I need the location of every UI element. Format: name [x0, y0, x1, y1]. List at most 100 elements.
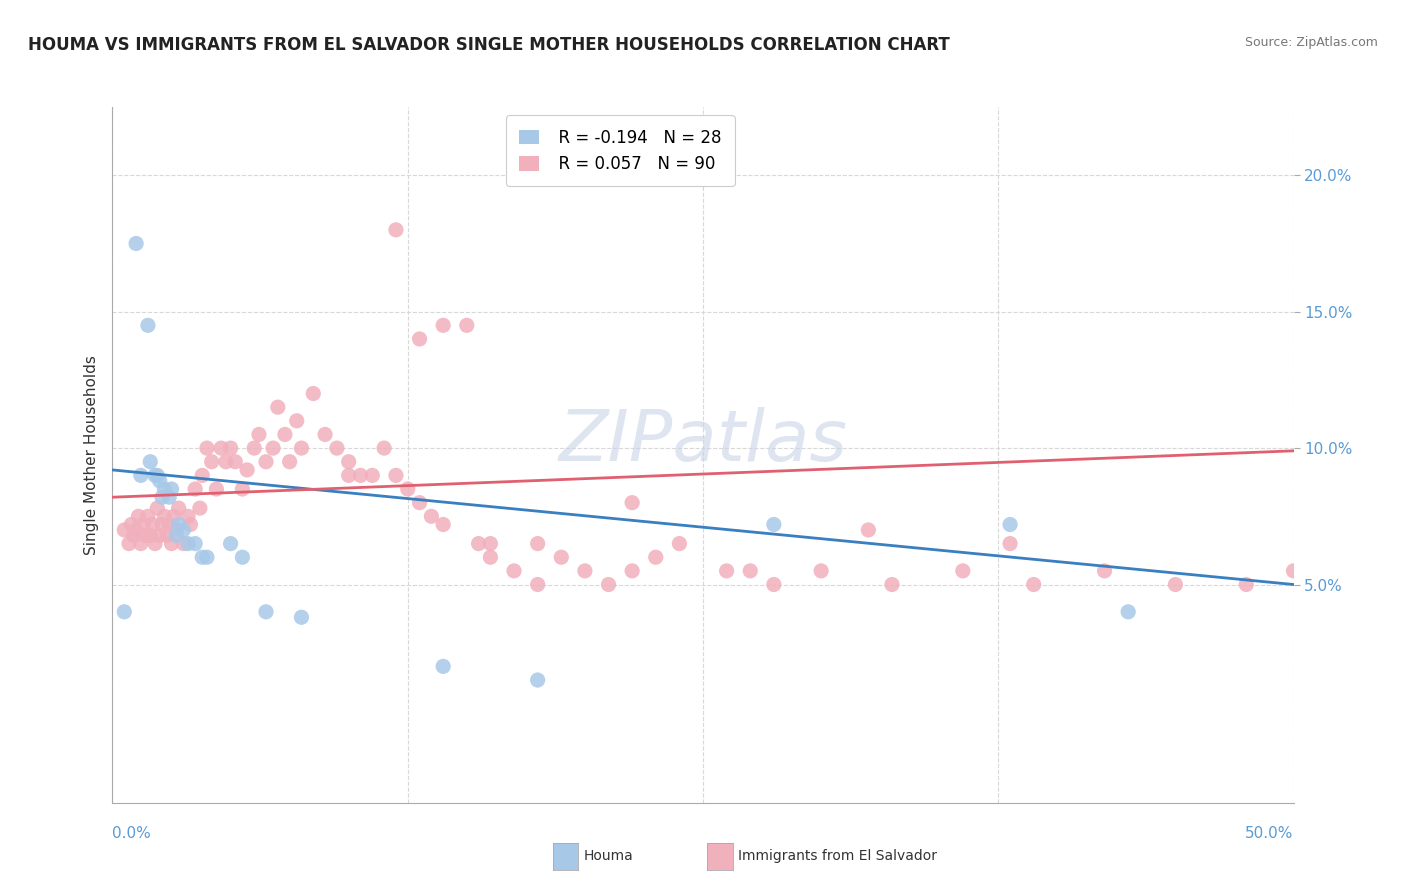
- Point: [184, 482, 207, 496]
- Point: [621, 496, 644, 510]
- Point: [231, 550, 253, 565]
- Point: [157, 490, 180, 504]
- Point: [143, 468, 166, 483]
- Point: [550, 550, 572, 565]
- Point: [120, 517, 142, 532]
- Point: [219, 536, 242, 550]
- Point: [231, 482, 253, 496]
- Legend:   R = -0.194   N = 28,   R = 0.057   N = 90: R = -0.194 N = 28, R = 0.057 N = 90: [506, 115, 734, 186]
- Point: [167, 517, 190, 532]
- Point: [762, 517, 785, 532]
- Point: [163, 509, 186, 524]
- Point: [526, 673, 548, 687]
- Point: [149, 474, 172, 488]
- Point: [740, 564, 762, 578]
- Point: [467, 536, 489, 550]
- Text: HOUMA VS IMMIGRANTS FROM EL SALVADOR SINGLE MOTHER HOUSEHOLDS CORRELATION CHART: HOUMA VS IMMIGRANTS FROM EL SALVADOR SIN…: [28, 36, 950, 54]
- Point: [1282, 564, 1305, 578]
- Point: [1094, 564, 1116, 578]
- Point: [112, 523, 135, 537]
- Point: [129, 536, 152, 550]
- Point: [349, 468, 371, 483]
- Point: [142, 517, 165, 532]
- Text: Houma: Houma: [583, 849, 633, 863]
- Point: [135, 528, 157, 542]
- Point: [139, 528, 162, 542]
- Point: [149, 528, 172, 542]
- Point: [278, 455, 301, 469]
- Text: Immigrants from El Salvador: Immigrants from El Salvador: [738, 849, 938, 863]
- Point: [125, 523, 148, 537]
- Point: [998, 536, 1021, 550]
- Point: [998, 517, 1021, 532]
- Y-axis label: Single Mother Households: Single Mother Households: [83, 355, 98, 555]
- Point: [247, 427, 270, 442]
- Point: [290, 610, 312, 624]
- Point: [254, 455, 277, 469]
- Text: 50.0%: 50.0%: [1246, 827, 1294, 841]
- Point: [195, 441, 218, 455]
- Point: [668, 536, 690, 550]
- Point: [153, 509, 176, 524]
- Point: [215, 455, 238, 469]
- Point: [127, 509, 149, 524]
- Text: 0.0%: 0.0%: [112, 827, 152, 841]
- Text: Source: ZipAtlas.com: Source: ZipAtlas.com: [1244, 36, 1378, 49]
- Point: [165, 523, 187, 537]
- Point: [385, 223, 408, 237]
- Point: [177, 536, 200, 550]
- Point: [129, 468, 152, 483]
- Point: [408, 332, 430, 346]
- Point: [184, 536, 207, 550]
- Point: [177, 509, 200, 524]
- Point: [385, 468, 408, 483]
- Point: [267, 400, 290, 414]
- Point: [337, 468, 360, 483]
- Point: [302, 386, 325, 401]
- Point: [201, 455, 224, 469]
- Point: [337, 455, 360, 469]
- Point: [191, 550, 214, 565]
- Point: [644, 550, 666, 565]
- Point: [479, 536, 502, 550]
- Point: [146, 468, 169, 483]
- Point: [262, 441, 284, 455]
- Point: [290, 441, 312, 455]
- Point: [361, 468, 384, 483]
- Point: [165, 528, 187, 542]
- Point: [1116, 605, 1139, 619]
- Point: [432, 659, 454, 673]
- Point: [153, 482, 176, 496]
- Point: [112, 605, 135, 619]
- Point: [598, 577, 620, 591]
- Point: [432, 517, 454, 532]
- Point: [254, 605, 277, 619]
- Point: [191, 468, 214, 483]
- Point: [285, 414, 308, 428]
- Point: [139, 455, 162, 469]
- Point: [136, 509, 159, 524]
- Point: [219, 441, 242, 455]
- Point: [167, 501, 190, 516]
- Point: [136, 318, 159, 333]
- Point: [621, 564, 644, 578]
- Point: [420, 509, 443, 524]
- Point: [172, 523, 194, 537]
- Point: [125, 236, 148, 251]
- Point: [160, 536, 183, 550]
- Point: [574, 564, 596, 578]
- Point: [146, 501, 169, 516]
- Point: [1022, 577, 1045, 591]
- Point: [858, 523, 880, 537]
- Point: [762, 577, 785, 591]
- Point: [156, 528, 179, 542]
- Point: [209, 441, 232, 455]
- Point: [503, 564, 526, 578]
- Point: [224, 455, 246, 469]
- Point: [150, 490, 173, 504]
- Point: [952, 564, 974, 578]
- Point: [314, 427, 336, 442]
- Point: [172, 536, 194, 550]
- Point: [456, 318, 478, 333]
- Point: [118, 536, 141, 550]
